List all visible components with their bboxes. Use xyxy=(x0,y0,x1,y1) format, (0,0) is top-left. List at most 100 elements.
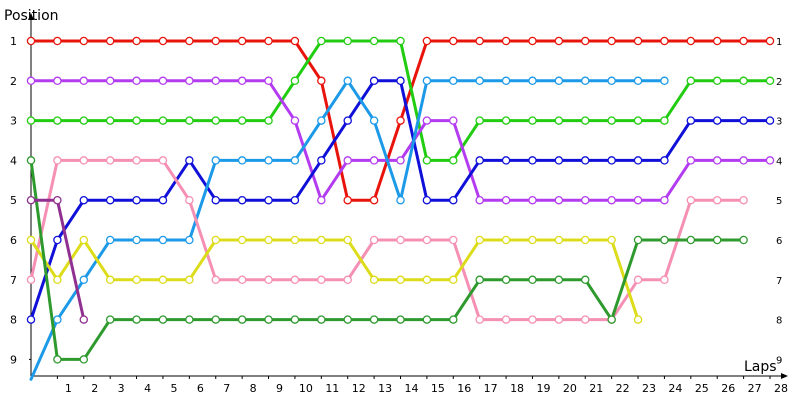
data-point xyxy=(633,315,643,324)
data-point xyxy=(739,156,748,165)
data-point xyxy=(554,275,564,285)
data-point xyxy=(290,156,300,165)
data-point xyxy=(660,235,669,245)
data-point xyxy=(185,36,194,46)
data-point xyxy=(237,275,247,285)
x-tick-label: 7 xyxy=(223,382,230,395)
x-tick-label: 13 xyxy=(378,382,392,395)
data-point xyxy=(607,116,616,125)
data-point xyxy=(554,156,564,165)
data-point xyxy=(26,36,36,46)
x-axis-arrow xyxy=(781,373,788,379)
data-point xyxy=(53,195,62,205)
data-point xyxy=(105,156,115,165)
data-point xyxy=(290,76,300,86)
data-point xyxy=(686,36,696,46)
x-tick-label: 17 xyxy=(484,382,498,395)
data-point xyxy=(211,36,220,46)
y-tick-label-right: 1 xyxy=(776,37,782,48)
data-point xyxy=(290,235,300,245)
data-point xyxy=(369,76,379,86)
data-point xyxy=(712,195,722,205)
x-tick-label: 9 xyxy=(276,382,283,395)
data-point xyxy=(264,275,273,285)
data-point xyxy=(317,315,326,324)
data-point xyxy=(105,275,115,285)
data-point xyxy=(158,315,168,324)
series-line xyxy=(29,238,640,322)
data-point xyxy=(528,36,537,46)
data-point xyxy=(633,76,643,86)
data-point xyxy=(449,36,458,46)
x-tick-label: 10 xyxy=(299,382,313,395)
x-tick-label: 21 xyxy=(589,382,603,395)
data-point xyxy=(607,156,616,165)
data-point xyxy=(79,315,89,324)
y-tick-label: 6 xyxy=(10,234,17,247)
data-point xyxy=(79,195,89,205)
x-tick-label: 11 xyxy=(325,382,339,395)
x-tick-label: 16 xyxy=(457,382,471,395)
y-tick-label-right: 3 xyxy=(776,117,782,128)
data-point xyxy=(343,116,352,125)
data-point xyxy=(343,315,352,324)
data-point xyxy=(132,116,141,125)
series-group xyxy=(26,36,775,205)
data-point xyxy=(581,36,590,46)
data-point xyxy=(422,36,432,46)
data-point xyxy=(26,76,36,86)
data-point xyxy=(369,315,379,324)
data-point xyxy=(449,195,458,205)
data-point xyxy=(158,76,168,86)
data-point xyxy=(79,355,89,364)
data-point xyxy=(501,275,511,285)
series-line xyxy=(29,79,666,381)
data-point xyxy=(475,156,484,165)
data-point xyxy=(501,315,511,324)
x-tick-label: 4 xyxy=(144,382,151,395)
series-group xyxy=(26,36,775,165)
data-point xyxy=(211,315,220,324)
data-point xyxy=(712,76,722,86)
data-point xyxy=(581,76,590,86)
data-point xyxy=(105,315,115,324)
data-point xyxy=(79,156,89,165)
data-point xyxy=(53,36,62,46)
y-tick-label: 7 xyxy=(10,274,17,287)
data-point xyxy=(422,76,432,86)
data-point xyxy=(449,235,458,245)
data-point xyxy=(105,76,115,86)
x-tick-label: 12 xyxy=(352,382,366,395)
data-point xyxy=(528,275,537,285)
data-point xyxy=(660,116,669,125)
x-tick-label: 20 xyxy=(563,382,577,395)
data-point xyxy=(237,156,247,165)
data-point xyxy=(739,235,748,245)
data-point xyxy=(475,36,484,46)
data-point xyxy=(475,235,484,245)
data-point xyxy=(211,116,220,125)
data-point xyxy=(396,36,405,46)
data-point xyxy=(132,275,141,285)
data-point xyxy=(607,76,616,86)
data-point xyxy=(317,116,326,125)
data-point xyxy=(185,275,194,285)
data-point xyxy=(396,275,405,285)
data-point xyxy=(607,235,616,245)
series-line xyxy=(29,39,772,162)
data-point xyxy=(528,116,537,125)
x-tick-label: 19 xyxy=(536,382,550,395)
data-point xyxy=(422,116,432,125)
data-point xyxy=(765,36,775,46)
data-point xyxy=(501,76,511,86)
data-point xyxy=(132,156,141,165)
data-point xyxy=(633,36,643,46)
data-point xyxy=(686,195,696,205)
data-point xyxy=(317,156,326,165)
data-point xyxy=(317,36,326,46)
data-point xyxy=(237,195,247,205)
data-point xyxy=(211,275,220,285)
data-point xyxy=(712,36,722,46)
y-tick-label: 1 xyxy=(10,35,17,48)
data-point xyxy=(79,76,89,86)
